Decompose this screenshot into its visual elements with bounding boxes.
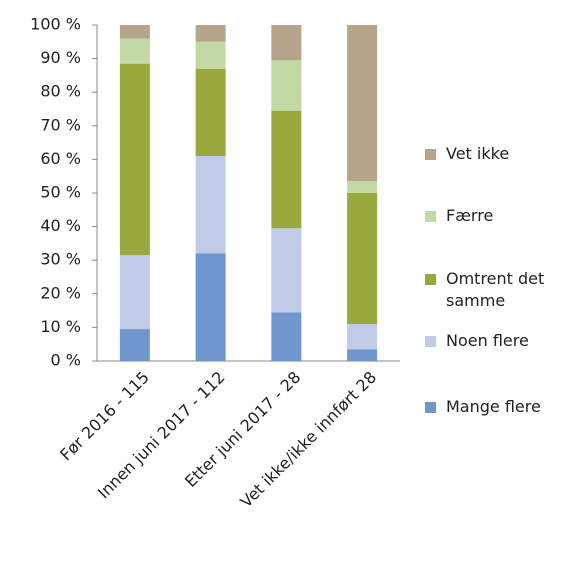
bar-segment (195, 156, 226, 254)
x-tick-label: Innen juni 2017 - 112 (94, 368, 229, 503)
bar-segment (119, 25, 150, 39)
legend-item: Mange flere (425, 396, 569, 418)
legend-swatch (425, 274, 436, 285)
bar-segment (119, 38, 150, 64)
bar-segment (347, 181, 378, 193)
y-tick-label: 90 % (40, 48, 81, 67)
bar-segment (347, 25, 378, 182)
legend-label: Færre (446, 206, 494, 225)
y-tick-label: 80 % (40, 82, 81, 101)
y-tick-label: 50 % (40, 183, 81, 202)
y-tick-label: 60 % (40, 149, 81, 168)
bar-segment (347, 324, 378, 350)
bar-segment (271, 312, 302, 361)
bar-segment (271, 25, 302, 61)
y-tick-label: 10 % (40, 317, 81, 336)
bar-segment (271, 110, 302, 229)
legend-swatch (425, 336, 436, 347)
x-tick-label: Vet ikke/ikke innført 28 (236, 368, 380, 512)
legend-swatch (425, 149, 436, 160)
y-tick-label: 40 % (40, 216, 81, 235)
bar-segment (195, 68, 226, 157)
bar-segment (347, 193, 378, 325)
y-tick-label: 0 % (51, 351, 81, 370)
legend-label: Vet ikke (446, 144, 510, 163)
bar-segment (119, 329, 150, 361)
y-tick-label: 30 % (40, 250, 81, 269)
legend-label: Mange flere (446, 397, 541, 416)
legend-item: Færre (425, 205, 569, 227)
bar-segment (347, 349, 378, 361)
legend-label: Omtrent det samme (446, 269, 545, 310)
bar-segment (119, 255, 150, 330)
legend-swatch (425, 402, 436, 413)
bar-segment (271, 60, 302, 111)
legend-swatch (425, 211, 436, 222)
bar-segment (195, 253, 226, 361)
bar-segment (271, 228, 302, 313)
bar-segment (195, 41, 226, 69)
legend-item: Omtrent det samme (425, 268, 569, 312)
legend-label: Noen flere (446, 331, 529, 350)
legend-item: Vet ikke (425, 143, 569, 165)
bar-segment (119, 63, 150, 256)
y-tick-label: 70 % (40, 115, 81, 134)
legend-item: Noen flere (425, 330, 569, 352)
y-tick-label: 20 % (40, 283, 81, 302)
bar-segment (195, 25, 226, 42)
y-tick-label: 100 % (30, 15, 81, 34)
